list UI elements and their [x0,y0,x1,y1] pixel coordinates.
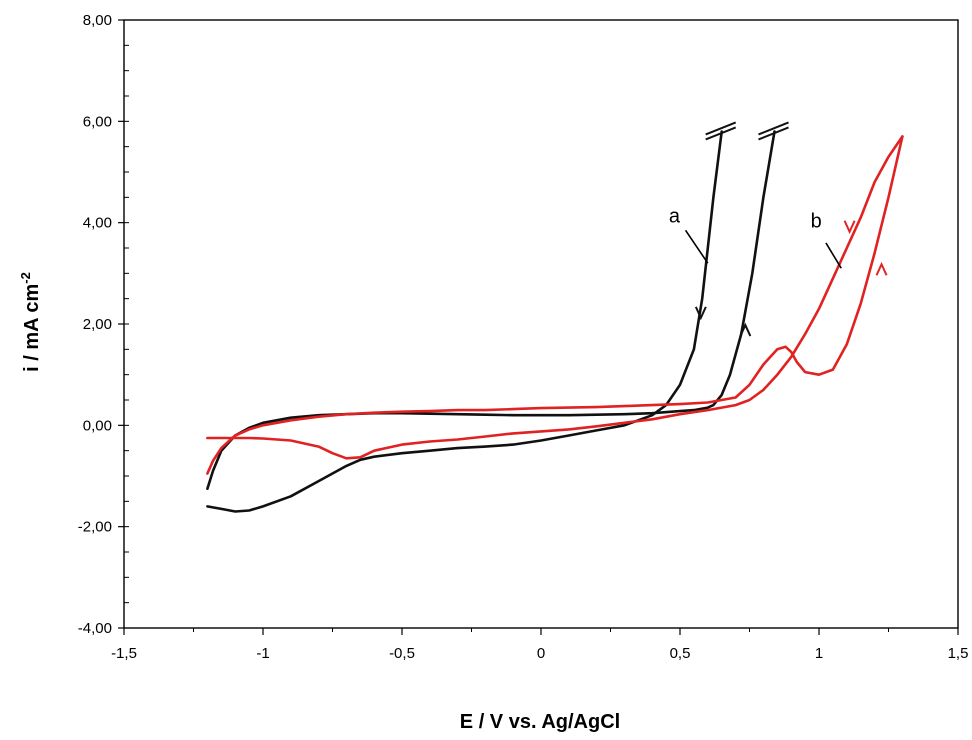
y-axis-title: i / mA cm-2 [18,272,43,372]
axis-break-mark [705,121,737,136]
series-a-direction-arrow [694,306,707,321]
curve-label-a: a [669,206,681,228]
curve-label-b-leader [825,242,842,269]
y-axis-title-main: i / mA cm [21,284,43,372]
y-tick-label: 4,00 [83,215,112,232]
series-b-line [206,135,904,460]
curve-label-b: b [811,211,822,233]
series-b-direction-arrow [843,220,856,235]
axis-break-mark [758,126,789,141]
axis-break-mark [705,126,737,141]
curves [206,121,904,513]
x-tick-label: 0,5 [670,645,691,662]
x-tick-label: 1 [815,645,823,662]
series-a-line [206,130,724,513]
plot-frame [123,19,959,629]
y-tick-label: 6,00 [83,113,112,130]
axis-break-mark [758,121,789,136]
series-a-direction-arrow [739,322,752,337]
x-tick-label: -1,5 [111,645,137,662]
series-b-line [206,135,904,475]
y-tick-label: 8,00 [83,12,112,29]
x-tick-label: 0 [537,645,545,662]
x-tick-label: -1 [256,645,269,662]
y-tick-label: 2,00 [83,316,112,333]
y-tick-label: -4,00 [78,620,112,637]
axes: -1,5 -1 -0,5 0 0,5 1 1,5 -4,00 -2,00 0,00 2,00 4,00… [78,12,969,662]
x-axis-title: E / V vs. Ag/AgCl [460,711,620,733]
y-tick-label: -2,00 [78,519,112,536]
y-axis-title-superscript: -2 [18,272,33,284]
x-tick-label: -0,5 [389,645,415,662]
x-tick-label: 1,5 [948,645,969,662]
series-a-line [206,130,776,491]
y-tick-label: 0,00 [83,417,112,434]
curve-label-a-leader [684,229,709,264]
series-b-direction-arrow [875,261,888,276]
